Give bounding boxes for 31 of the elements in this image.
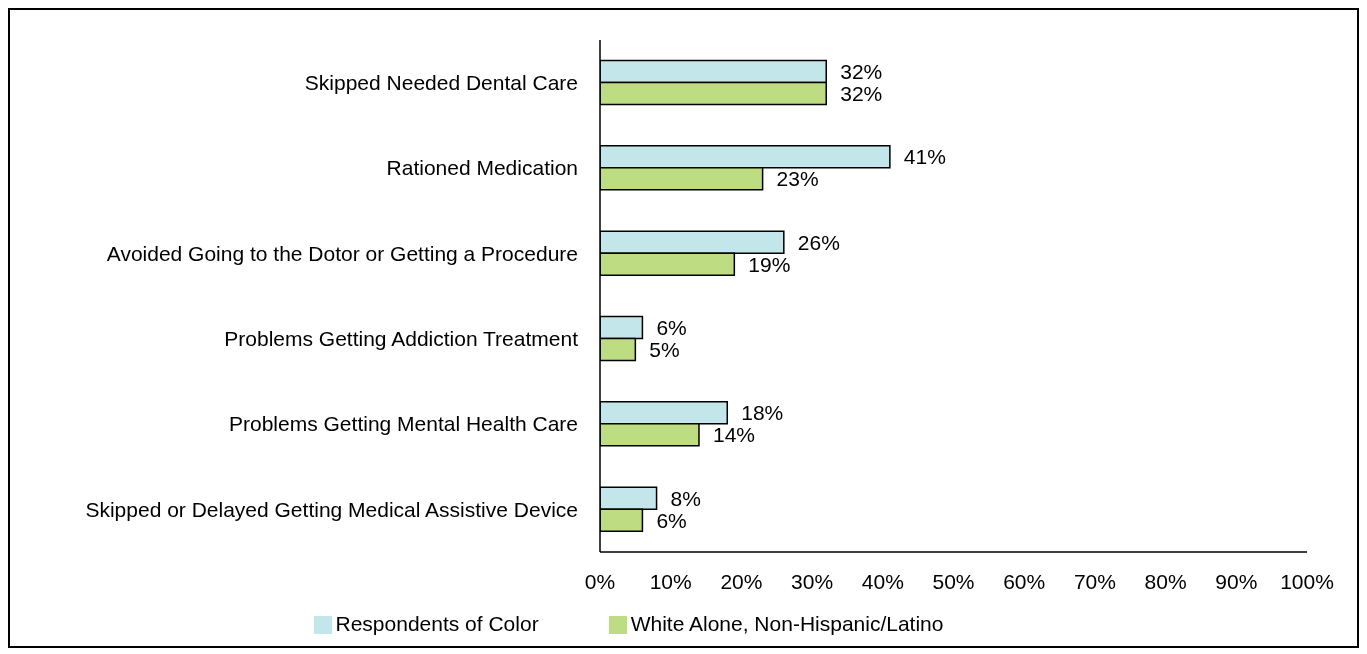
- y-tick-label: Avoided Going to the Dotor or Getting a Procedure: [106, 241, 578, 265]
- data-label: 6%: [656, 508, 687, 532]
- data-label: 6%: [656, 315, 687, 339]
- data-label: 19%: [748, 252, 791, 276]
- x-tick-label: 50%: [932, 569, 975, 593]
- x-tick-label: 100%: [1280, 569, 1334, 593]
- data-label: 23%: [776, 167, 819, 191]
- x-tick-label: 0%: [584, 569, 616, 593]
- x-tick-label: 40%: [861, 569, 904, 593]
- data-label: 14%: [712, 423, 756, 447]
- x-tick-label: 10%: [649, 569, 692, 593]
- y-tick-label: Skipped or Delayed Getting Medical Assistive Device: [85, 497, 578, 521]
- x-tick-label: 20%: [720, 569, 763, 593]
- data-label: 32%: [840, 59, 883, 83]
- x-tick-label: 60%: [1003, 569, 1046, 593]
- x-tick-label: 80%: [1144, 569, 1187, 593]
- y-tick-label: Rationed Medication: [386, 156, 578, 180]
- data-label: 5%: [649, 337, 680, 361]
- data-label: 26%: [797, 230, 840, 254]
- data-label: 18%: [741, 401, 784, 425]
- data-label: 8%: [670, 486, 701, 510]
- x-tick-label: 90%: [1215, 569, 1258, 593]
- legend-label: White Alone, Non-Hispanic/Latino: [630, 612, 944, 635]
- y-tick-label: Problems Getting Addiction Treatment: [224, 327, 579, 351]
- y-tick-label: Skipped Needed Dental Care: [304, 71, 578, 95]
- data-label: 32%: [840, 81, 883, 105]
- x-tick-label: 70%: [1073, 569, 1116, 593]
- x-tick-label: 30%: [791, 569, 834, 593]
- legend-label: Respondents of Color: [335, 612, 539, 635]
- y-tick-label: Problems Getting Mental Health Care: [229, 412, 578, 436]
- data-label: 41%: [903, 145, 946, 169]
